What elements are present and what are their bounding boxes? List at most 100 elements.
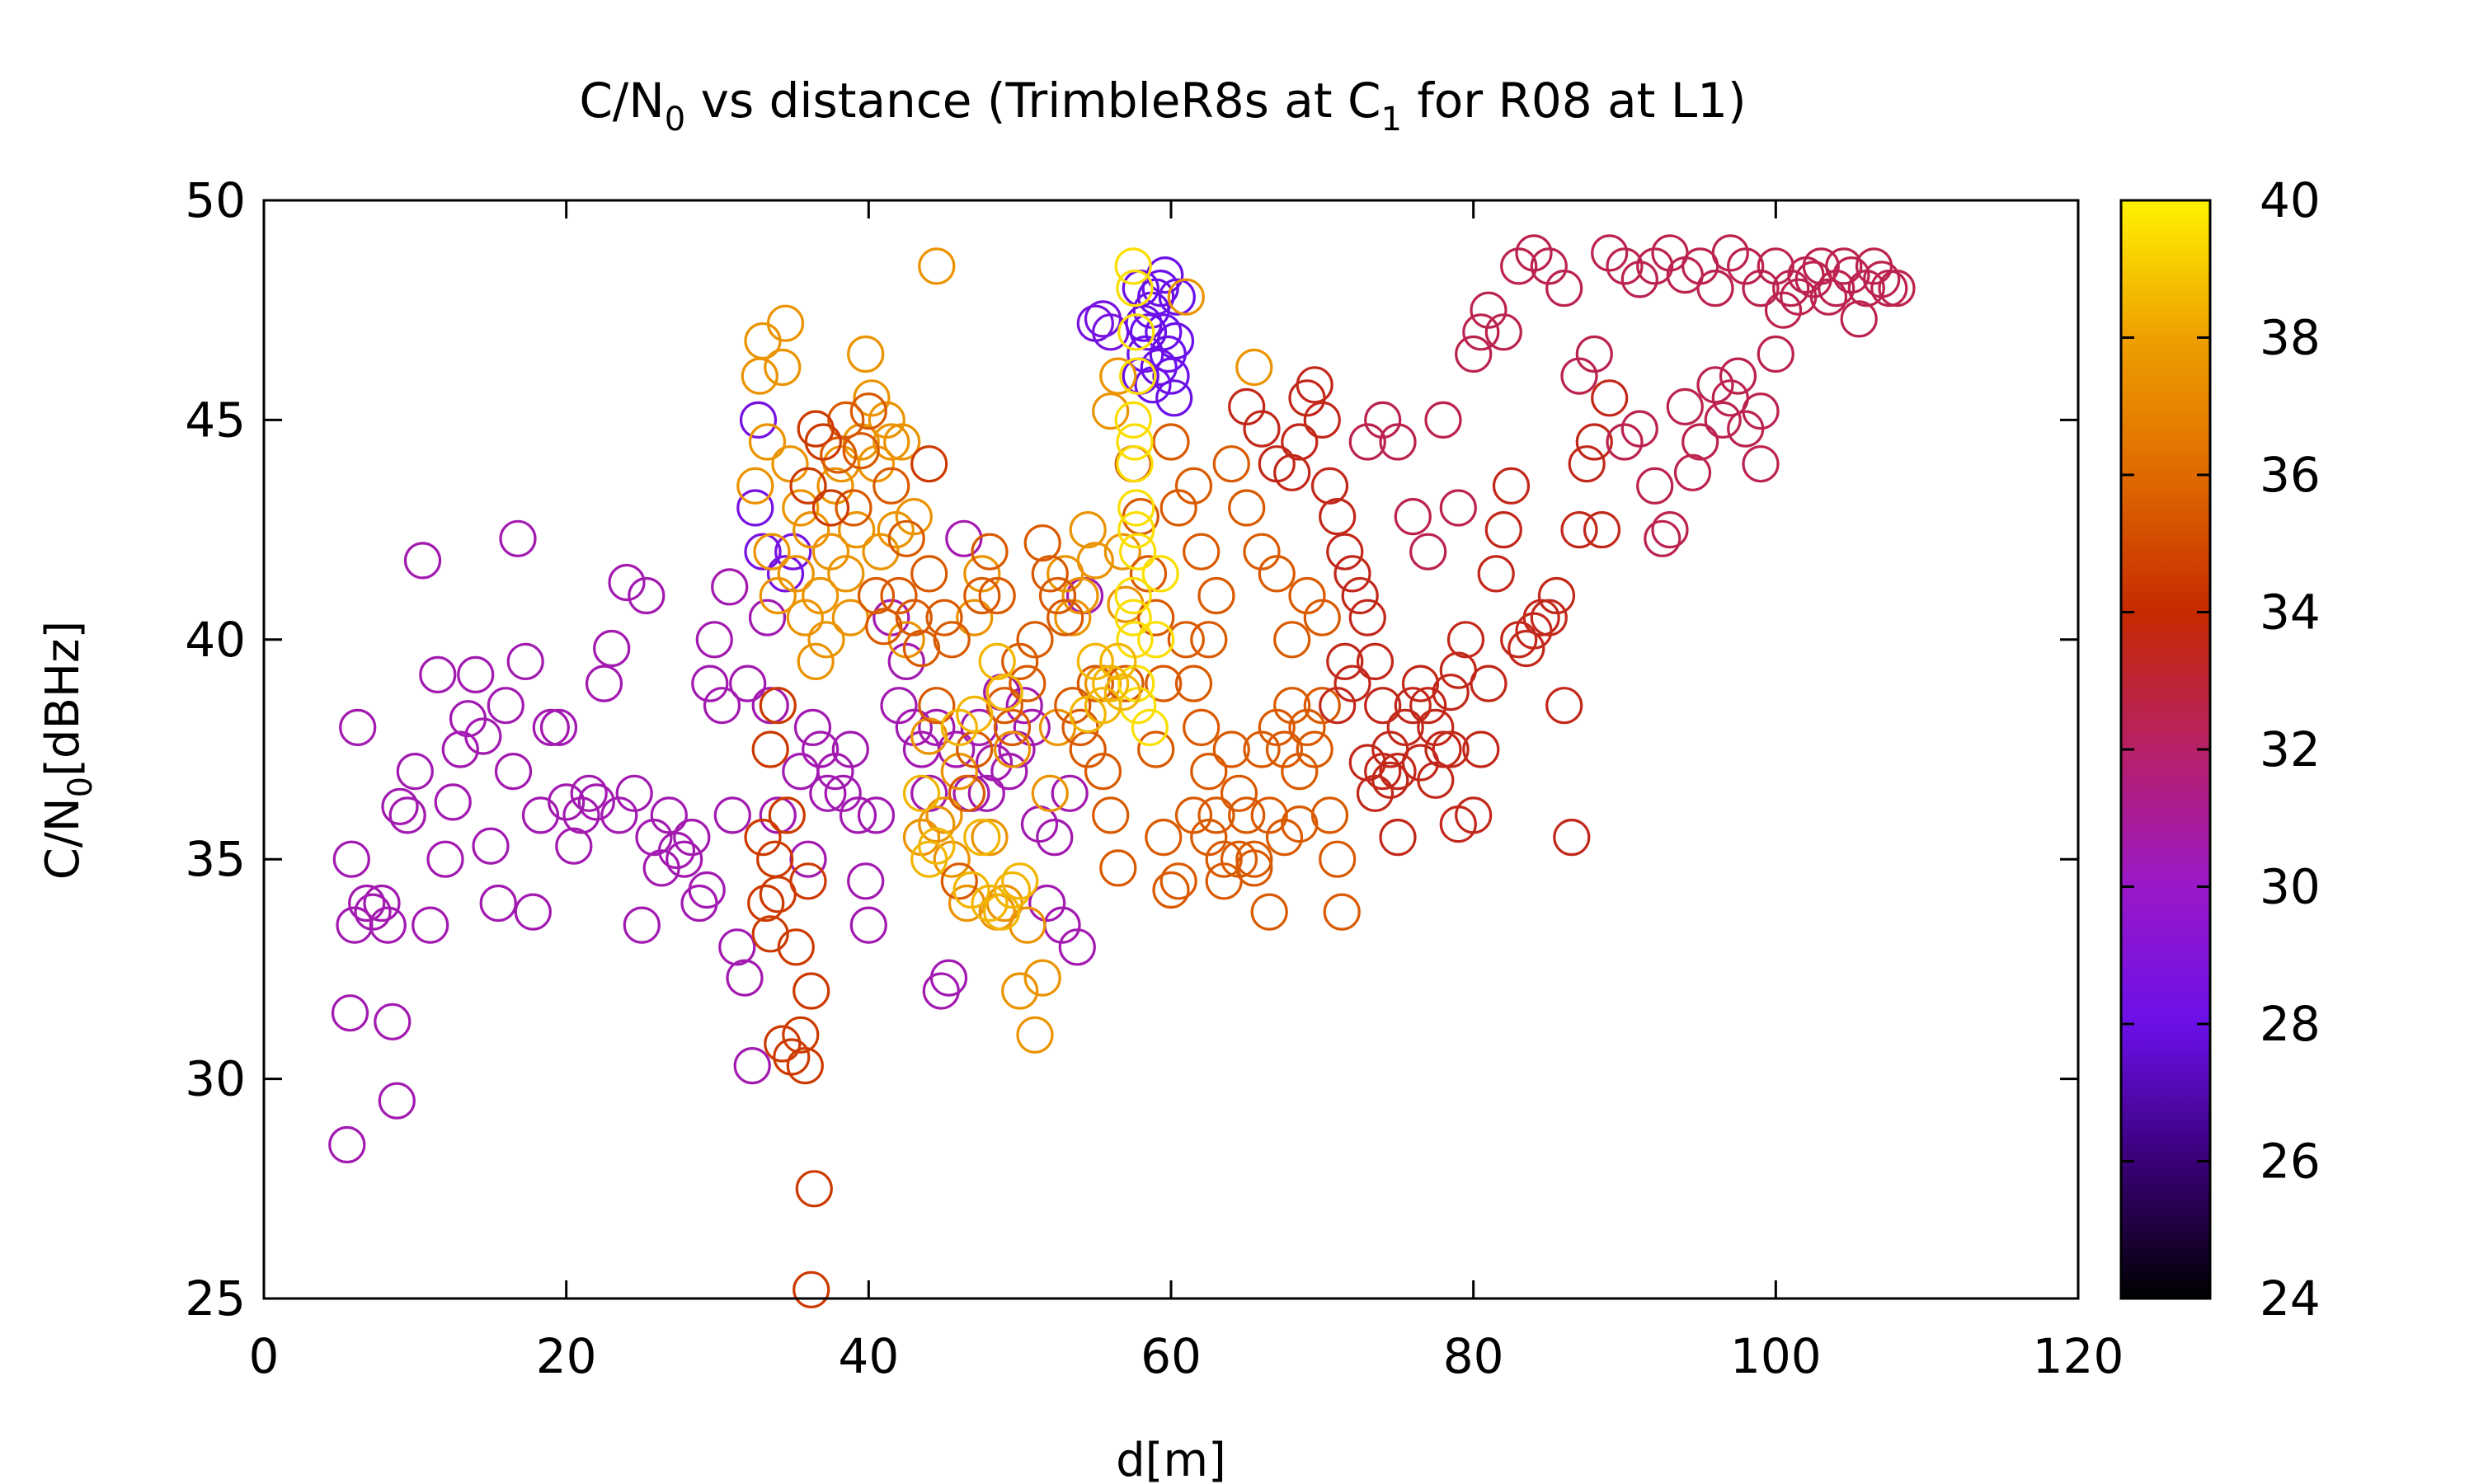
colorbar-tick-label: 34 (2260, 585, 2321, 641)
data-point (971, 818, 1009, 857)
data-point (985, 687, 1023, 725)
data-point (766, 555, 805, 593)
data-point (1666, 387, 1704, 425)
y-tick-label: 50 (185, 172, 246, 228)
chart-title: C/N0 vs distance (TrimbleR8s at C1 for R… (579, 73, 1746, 139)
data-point (857, 576, 896, 615)
data-point (600, 796, 638, 834)
data-point (865, 608, 903, 646)
y-tick-label: 45 (185, 392, 246, 448)
data-point (1001, 862, 1039, 900)
data-point (657, 831, 696, 870)
data-point (978, 576, 1016, 615)
data-point (872, 423, 910, 461)
data-point (514, 893, 552, 931)
data-point (487, 687, 524, 725)
data-point (1288, 576, 1326, 615)
data-point (1076, 542, 1114, 580)
data-point (945, 519, 983, 557)
data-point (1235, 348, 1273, 387)
data-point (673, 818, 711, 857)
data-point (1394, 687, 1432, 725)
data-point (548, 783, 586, 821)
data-point (1228, 796, 1266, 834)
data-point (1152, 871, 1190, 909)
data-point (1069, 510, 1107, 549)
data-point (562, 796, 600, 834)
colorbar-tick-label: 36 (2260, 447, 2321, 503)
data-point (680, 884, 718, 923)
data-point (1492, 467, 1531, 505)
data-point (1061, 708, 1099, 747)
colorbar-tick-label: 24 (2260, 1270, 2321, 1327)
data-point (1117, 489, 1155, 527)
plot-frame (262, 199, 2080, 1300)
data-point (1116, 270, 1154, 308)
data-point (1809, 278, 1848, 316)
data-point (539, 708, 578, 747)
data-point (1568, 445, 1606, 483)
data-point (993, 730, 1032, 768)
data-point (1129, 313, 1168, 351)
data-point (1265, 818, 1304, 857)
data-point (1772, 270, 1810, 308)
data-point (1131, 708, 1169, 747)
data-point (1273, 453, 1311, 491)
data-point (521, 796, 560, 834)
x-axis: 0 20 40 60 80 100 120 (249, 200, 2124, 1384)
data-point (1530, 247, 1568, 285)
data-point (1364, 687, 1402, 725)
data-point (807, 621, 845, 659)
data-point (713, 796, 751, 834)
data-point (1484, 313, 1522, 351)
data-point (764, 348, 802, 387)
data-point (918, 805, 956, 843)
data-point (1417, 761, 1455, 799)
data-point (1119, 357, 1157, 395)
data-point (1258, 555, 1296, 593)
data-point (1356, 774, 1395, 812)
data-point (793, 510, 830, 549)
data-point (1455, 796, 1493, 834)
data-point (1537, 576, 1576, 615)
data-point (1212, 445, 1250, 483)
data-point (1084, 665, 1122, 702)
data-point (985, 674, 1023, 711)
data-point (967, 774, 1005, 812)
colorbar-ticks: 24 26 28 30 32 34 36 38 40 (2121, 172, 2321, 1327)
data-point (918, 827, 956, 865)
data-point (1591, 234, 1629, 272)
data-point (744, 533, 782, 571)
data-point (1117, 510, 1155, 549)
data-point (1696, 366, 1734, 404)
data-point (1190, 752, 1228, 791)
data-point (1129, 555, 1168, 593)
data-point (1137, 621, 1175, 659)
data-point (748, 423, 787, 461)
data-point (1560, 357, 1598, 395)
data-point (1553, 818, 1591, 857)
data-point (1243, 410, 1281, 448)
data-point (816, 752, 854, 791)
x-tick-label: 60 (1141, 1328, 1202, 1384)
data-point (956, 695, 994, 734)
data-point (332, 840, 370, 878)
data-point (570, 774, 608, 812)
data-point (1560, 510, 1598, 549)
data-point (1470, 665, 1507, 702)
data-point (1333, 665, 1371, 702)
x-axis-label: d[m] (1116, 1434, 1226, 1484)
data-point (1092, 796, 1130, 834)
data-point (1156, 322, 1195, 360)
data-point (774, 533, 812, 571)
data-point (1764, 291, 1803, 329)
data-point (1636, 247, 1674, 285)
data-point (472, 827, 510, 865)
data-point (1145, 818, 1183, 857)
data-point (718, 928, 756, 966)
data-point (1001, 642, 1039, 681)
data-point (1141, 555, 1179, 593)
data-point (847, 335, 885, 373)
data-point (847, 862, 885, 900)
data-point (782, 489, 820, 527)
